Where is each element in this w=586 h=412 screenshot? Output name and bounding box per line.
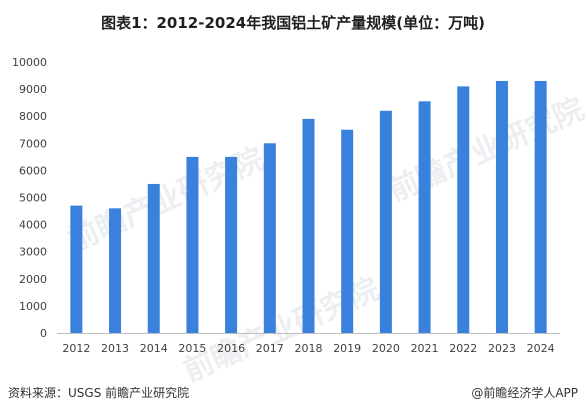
- y-tick-label: 1000: [19, 300, 47, 313]
- bars: [70, 80, 547, 333]
- bar-2014: [147, 183, 160, 333]
- y-tick-label: 2000: [19, 273, 47, 286]
- brand-label: @前瞻经济学人APP: [471, 386, 578, 400]
- y-tick-label: 3000: [19, 246, 47, 259]
- bar-2017: [263, 143, 276, 333]
- y-tick-label: 9000: [19, 83, 47, 96]
- x-tick-label: 2016: [217, 342, 245, 355]
- x-tick-label: 2019: [333, 342, 361, 355]
- x-tick-label: 2013: [101, 342, 129, 355]
- bar-2016: [225, 156, 238, 333]
- bar-2012: [70, 205, 83, 333]
- x-tick-label: 2017: [256, 342, 284, 355]
- x-tick-label: 2018: [295, 342, 323, 355]
- y-tick-label: 5000: [19, 192, 47, 205]
- source-note: 资料来源：USGS 前瞻产业研究院: [8, 386, 190, 400]
- y-axis: 0 1000 2000 3000 4000 5000 6000 7000 8000 9000 100…: [12, 56, 47, 340]
- bar-2019: [341, 129, 354, 333]
- y-tick-label: 8000: [19, 110, 47, 123]
- bar-2013: [109, 208, 122, 333]
- x-tick-label: 2014: [140, 342, 168, 355]
- x-tick-label: 2024: [527, 342, 555, 355]
- x-axis: 2012 2013 2014 2015 2016 2017 2018 2019 2020 2021…: [62, 342, 554, 355]
- x-tick-label: 2022: [449, 342, 477, 355]
- y-tick-label: 0: [40, 327, 47, 340]
- x-tick-label: 2015: [178, 342, 206, 355]
- bar-2024: [534, 80, 547, 333]
- bar-2020: [379, 110, 392, 333]
- bar-2015: [186, 156, 199, 333]
- y-tick-label: 4000: [19, 219, 47, 232]
- bar-2018: [302, 118, 315, 333]
- y-tick-label: 7000: [19, 137, 47, 150]
- x-tick-label: 2021: [411, 342, 439, 355]
- y-tick-label: 6000: [19, 164, 47, 177]
- x-tick-label: 2023: [488, 342, 516, 355]
- chart-title: 图表1：2012-2024年我国铝土矿产量规模(单位：万吨): [101, 14, 485, 32]
- x-tick-label: 2012: [62, 342, 90, 355]
- x-tick-label: 2020: [372, 342, 400, 355]
- bar-2021: [418, 101, 431, 333]
- y-tick-label: 10000: [12, 56, 47, 69]
- bar-2023: [495, 80, 508, 333]
- bar-2022: [457, 86, 470, 333]
